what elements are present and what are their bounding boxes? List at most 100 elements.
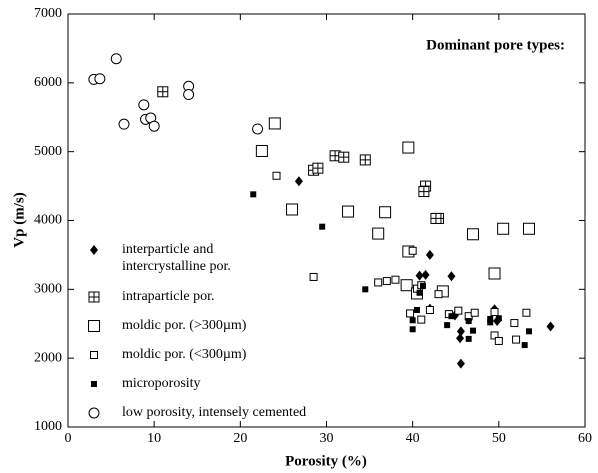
y-tick-label: 6000 <box>34 75 62 90</box>
y-tick-label: 2000 <box>34 350 62 365</box>
marker-large-square <box>379 206 392 219</box>
marker-large-square <box>342 205 355 218</box>
marker-filled-square <box>495 315 502 322</box>
marker-shape <box>402 141 415 154</box>
legend-label: interparticle and intercrystalline por. <box>122 242 231 274</box>
marker-shape <box>94 73 106 85</box>
y-tick-label: 5000 <box>34 144 62 159</box>
marker-shape <box>465 335 472 342</box>
marker-shape <box>272 171 281 180</box>
marker-small-square <box>494 336 503 345</box>
marker-filled-square <box>465 335 472 342</box>
marker-shape <box>418 186 429 197</box>
marker-shape <box>342 205 355 218</box>
marker-shape <box>294 176 303 187</box>
marker-filled-square <box>409 317 416 324</box>
marker-diamond <box>421 269 430 280</box>
marker-filled-square <box>420 282 427 289</box>
x-tick-label: 20 <box>233 431 247 446</box>
marker-small-square <box>490 308 499 317</box>
marker-shape <box>465 317 472 324</box>
marker-small-square <box>391 275 400 284</box>
marker-shape <box>430 213 441 224</box>
marker-circle <box>183 89 195 101</box>
marker-diamond <box>90 245 98 255</box>
marker-shape <box>255 144 268 157</box>
marker-small-square <box>374 278 383 287</box>
marker-shape <box>425 249 434 260</box>
marker-large-square <box>372 227 385 240</box>
marker-circle <box>148 120 160 132</box>
marker-crossed-square <box>430 212 442 224</box>
marker-circle <box>118 118 130 130</box>
marker-diamond <box>456 326 465 337</box>
marker-shape <box>148 120 160 132</box>
y-tick-label: 4000 <box>34 213 62 228</box>
marker-shape <box>372 227 385 240</box>
marker-large-square <box>400 279 413 292</box>
x-tick-label: 60 <box>578 431 592 446</box>
y-tick-label: 1000 <box>34 419 62 434</box>
marker-small-square <box>417 315 426 324</box>
marker-large-square <box>497 222 510 235</box>
x-tick-label: 40 <box>406 431 420 446</box>
marker-shape <box>415 270 424 281</box>
marker-circle <box>252 123 264 135</box>
marker-shape <box>319 223 326 230</box>
marker-shape <box>421 269 430 280</box>
marker-shape <box>91 381 97 387</box>
marker-shape <box>338 152 349 163</box>
marker-small-square <box>512 335 521 344</box>
marker-shape <box>362 286 369 293</box>
marker-diamond <box>294 176 303 187</box>
legend-label: moldic por. (<300µm) <box>122 347 247 362</box>
x-axis-label: Porosity (%) <box>285 453 367 469</box>
marker-large-square <box>402 141 415 154</box>
legend-label: moldic por. (>300µm) <box>122 318 247 333</box>
marker-shape <box>456 326 465 337</box>
marker-shape <box>456 358 465 369</box>
marker-small-square <box>522 308 531 317</box>
marker-shape <box>495 315 502 322</box>
marker-shape <box>183 89 195 101</box>
marker-shape <box>391 275 400 284</box>
legend-label: low porosity, intensely cemented <box>122 405 307 420</box>
legend-title: Dominant pore types: <box>426 37 565 53</box>
marker-shape <box>374 278 383 287</box>
marker-filled-square <box>521 342 528 349</box>
marker-filled-square <box>416 289 423 296</box>
marker-shape <box>525 328 532 335</box>
y-axis-label: Vp (m/s) <box>11 192 27 247</box>
marker-large-square <box>286 203 299 216</box>
x-tick-label: 10 <box>147 431 161 446</box>
marker-diamond <box>447 271 456 282</box>
marker-shape <box>90 351 98 359</box>
plot-frame <box>67 13 586 428</box>
marker-small-square <box>434 290 443 299</box>
marker-shape <box>454 306 463 315</box>
marker-shape <box>494 336 503 345</box>
marker-filled-square <box>465 317 472 324</box>
marker-large-square <box>268 117 281 130</box>
marker-diamond <box>456 333 465 344</box>
marker-small-square <box>90 351 98 359</box>
marker-filled-square <box>409 326 416 333</box>
marker-shape <box>409 326 416 333</box>
marker-shape <box>466 228 479 241</box>
marker-large-square <box>255 144 268 157</box>
marker-shape <box>417 315 426 324</box>
marker-shape <box>406 309 415 318</box>
marker-shape <box>252 123 264 135</box>
marker-shape <box>89 292 99 302</box>
marker-shape <box>425 305 434 314</box>
y-tick-label: 7000 <box>34 6 62 21</box>
marker-crossed-square <box>338 151 350 163</box>
marker-small-square <box>309 272 318 281</box>
marker-shape <box>469 327 476 334</box>
marker-filled-square <box>319 223 326 230</box>
marker-filled-square <box>469 327 476 334</box>
marker-filled-square <box>91 381 97 387</box>
marker-shape <box>521 342 528 349</box>
marker-shape <box>118 118 130 130</box>
